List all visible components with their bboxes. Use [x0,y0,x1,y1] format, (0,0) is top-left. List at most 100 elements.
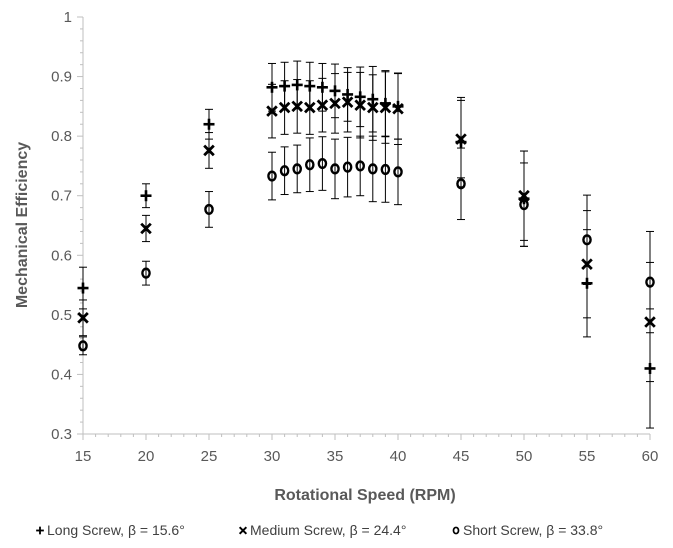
data-point [342,136,353,198]
x-tick-label: 55 [579,448,596,465]
marker-x-b [354,99,366,111]
marker-x [329,97,341,110]
marker-x-b [304,101,316,114]
data-point [77,299,89,337]
marker-x [316,99,329,111]
data-point [367,74,379,141]
data-point [317,136,328,191]
data-point [267,151,277,201]
plot-area [77,16,651,440]
marker-plus [77,282,89,294]
data-point [380,136,391,203]
y-tick-label: 0.4 [51,366,72,383]
marker-x-b [316,99,329,111]
x-tick-label: 15 [75,448,92,465]
marker-x-b [266,105,278,117]
marker-circle [456,178,466,190]
marker-circle [78,340,88,352]
tick-labels-layer: 15 20 25 30 35 40 45 50 55 60 0.3 0.4 0.5 0.6 0.7 0.8 0.… [51,9,658,465]
marker-circle [393,166,403,178]
marker-circle [342,161,353,173]
marker-x [203,144,215,157]
y-tick-label: 0.3 [51,426,72,443]
data-point [279,146,290,196]
marker-x [455,133,467,145]
marker-x-b [140,222,152,235]
marker-x [140,222,152,235]
marker-x [238,526,248,535]
y-tick-label: 1 [64,9,72,26]
y-tick-label: 0.9 [51,69,72,86]
marker-plus [203,118,215,130]
marker-circle [330,163,340,175]
x-tick-label: 60 [642,448,659,465]
marker-circle [519,199,529,211]
data-point [316,77,329,133]
data-point [78,336,88,356]
x-tick-label: 50 [516,448,533,465]
series-3 [78,135,655,356]
data-point [354,71,366,139]
marker-circle [78,340,88,352]
marker-circle [355,160,366,172]
legend-item: Short Screw, β = 33.8° [452,522,603,538]
marker-x-b [278,101,291,114]
data-point [140,183,152,209]
marker-circle [141,267,151,279]
x-tick-label: 40 [390,448,407,465]
marker-circle [304,159,315,171]
data-point [266,83,278,139]
data-point [393,138,403,206]
marker-circle [645,276,655,288]
x-tick-label: 20 [138,448,155,465]
marker-circle [582,234,592,246]
legend-label: Long Screw, β = 15.6° [47,522,185,538]
data-point [379,71,392,144]
marker-x [367,101,379,114]
marker-x [291,100,303,113]
data-point [330,138,340,200]
marker-circle [452,526,460,535]
legend-marker [452,526,460,535]
legend-item: Long Screw, β = 15.6° [36,522,185,538]
y-tick-label: 0.7 [51,188,72,205]
legend-label: Medium Screw, β = 24.4° [250,522,406,538]
marker-x [379,101,392,114]
marker-circle [582,234,592,246]
marker-x [77,312,89,324]
data-point [141,260,151,286]
marker-circle [204,203,214,216]
marker-plus [140,190,152,202]
data-point [329,73,341,134]
legend-item: Medium Screw, β = 24.4° [238,522,406,538]
x-tick-label: 30 [264,448,281,465]
data-point [341,71,354,133]
marker-circle [355,160,366,172]
marker-circle [330,163,340,175]
marker-circle [317,157,328,170]
marker-circle [141,267,151,279]
data-point [519,162,529,247]
marker-x-b [341,96,354,108]
marker-circle [519,199,529,211]
y-tick-label: 0.8 [51,128,72,145]
marker-x-b [203,144,215,157]
legend-label: Short Screw, β = 33.8° [463,522,603,538]
marker-x-b [455,133,467,145]
data-point [456,147,466,221]
marker-x-b [367,101,379,114]
marker-circle [267,170,277,182]
marker-x-b [379,101,392,114]
marker-x [278,101,291,114]
marker-circle [380,163,391,176]
legend-marker [238,526,248,535]
data-point [304,137,315,193]
data-point [392,72,404,145]
marker-circle [393,166,403,178]
data-point [355,135,366,197]
data-point [291,79,303,134]
data-point [367,135,378,203]
data-point [582,194,592,285]
